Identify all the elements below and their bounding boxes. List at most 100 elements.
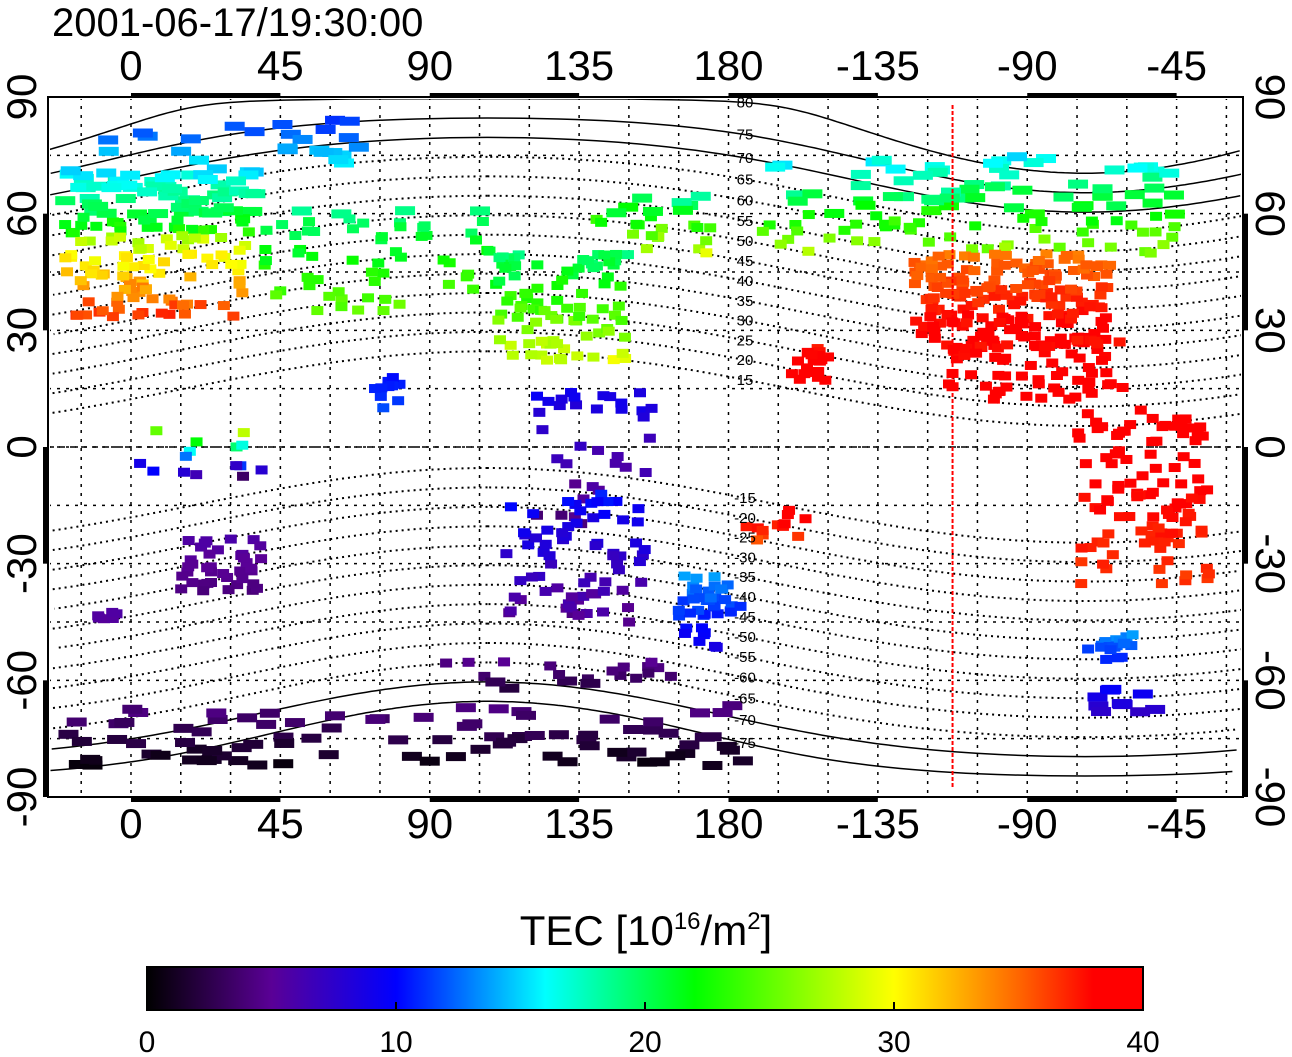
tec-point <box>114 226 127 236</box>
tec-point <box>1124 420 1137 430</box>
tec-point <box>642 668 655 678</box>
tec-point <box>236 440 249 450</box>
tec-point <box>1007 152 1028 162</box>
tec-point <box>255 465 268 475</box>
tec-point <box>186 559 199 569</box>
tec-point <box>518 528 531 538</box>
tec-point <box>211 545 224 555</box>
contour-label: -55 <box>734 649 756 666</box>
tec-point <box>375 383 388 393</box>
magnetic-contour <box>487 311 1241 389</box>
tec-point <box>1180 570 1193 580</box>
tec-point <box>593 328 606 338</box>
tec-point <box>630 673 643 683</box>
tec-point <box>504 291 517 301</box>
tec-point <box>1002 315 1015 325</box>
tec-point <box>470 206 491 216</box>
tec-point <box>1189 436 1202 446</box>
tec-point <box>1071 292 1084 302</box>
tec-point <box>178 309 191 319</box>
tec-point <box>1024 209 1045 219</box>
tec-point <box>362 293 375 303</box>
tec-point <box>1194 486 1207 496</box>
tec-point <box>991 343 1004 353</box>
tec-point <box>101 183 122 193</box>
tec-point <box>301 272 314 282</box>
x-tick-label: 180 <box>693 42 763 89</box>
tec-point <box>958 288 971 298</box>
tec-point <box>702 760 723 770</box>
tec-point <box>989 249 1002 259</box>
x-tick-label: 90 <box>406 800 453 847</box>
tec-point <box>572 610 585 620</box>
tec-point <box>478 671 491 681</box>
magnetic-contour <box>487 544 1241 622</box>
tec-point <box>672 205 693 215</box>
tec-point <box>508 253 521 263</box>
tec-point <box>991 258 1004 268</box>
tec-point <box>59 220 72 230</box>
tec-point <box>79 193 100 203</box>
tec-point <box>247 579 260 589</box>
tec-point <box>580 678 601 688</box>
colorbar-tick-label: 10 <box>379 1026 412 1057</box>
x-tick-label: 45 <box>257 42 304 89</box>
x-tick-label: 180 <box>693 800 763 847</box>
tec-point <box>631 517 644 527</box>
tec-point <box>783 505 796 515</box>
tec-point <box>944 232 957 242</box>
tec-point <box>591 497 604 507</box>
tec-point <box>621 250 634 260</box>
tec-point <box>536 425 549 435</box>
tec-point <box>850 181 871 191</box>
tec-point <box>289 231 302 241</box>
tec-point <box>925 256 938 266</box>
tec-point <box>1085 216 1098 226</box>
magnetic-contour <box>487 330 1238 408</box>
tec-point <box>677 596 690 606</box>
tec-point <box>90 221 103 231</box>
tec-point <box>527 509 540 519</box>
tec-point <box>89 256 102 266</box>
tec-point <box>242 227 255 237</box>
tec-point <box>386 373 399 383</box>
tec-point <box>1104 165 1125 175</box>
tec-point <box>927 167 948 177</box>
tec-point <box>142 254 155 264</box>
tec-point <box>230 461 243 471</box>
tec-point <box>586 482 599 492</box>
tec-point <box>623 724 644 734</box>
tec-point <box>698 628 711 638</box>
colorbar-ticks: 0 10 20 30 40 <box>139 1002 1160 1057</box>
tec-point <box>1045 292 1058 302</box>
tec-point <box>1015 311 1028 321</box>
tec-point <box>627 229 640 239</box>
tec-point <box>601 272 614 282</box>
tec-point <box>1102 380 1115 390</box>
tec-point <box>924 312 937 322</box>
tec-point <box>551 295 564 305</box>
tec-point <box>197 586 210 596</box>
tec-point <box>570 400 583 410</box>
tec-point <box>694 593 707 603</box>
tec-point <box>274 738 295 748</box>
tec-point <box>1153 564 1166 574</box>
tec-point <box>911 271 924 281</box>
tec-point <box>940 288 953 298</box>
tec-point <box>1105 459 1118 469</box>
tec-point <box>311 275 324 285</box>
tec-point <box>967 252 980 262</box>
tec-point <box>939 193 960 203</box>
tec-point <box>618 332 631 342</box>
contour-label: 80 <box>737 95 754 112</box>
tec-point <box>610 496 623 506</box>
tec-point <box>1145 704 1166 714</box>
tec-point <box>509 261 522 271</box>
tec-point <box>1095 303 1108 313</box>
tec-point <box>222 585 235 595</box>
tec-point <box>564 603 577 613</box>
tec-point <box>614 670 627 680</box>
tec-point <box>531 260 544 270</box>
tec-point <box>999 371 1012 381</box>
tec-point <box>388 735 409 745</box>
